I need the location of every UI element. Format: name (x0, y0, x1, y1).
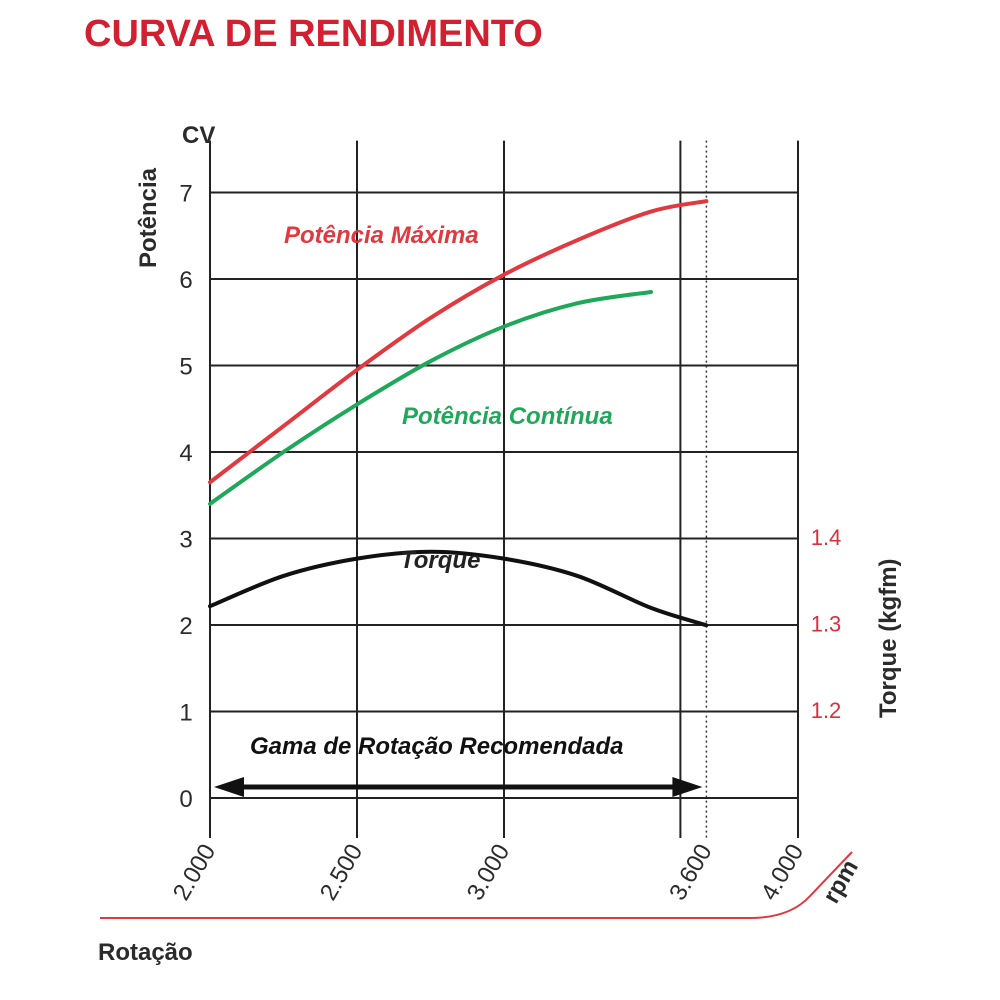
x-tick-label: 2.500 (315, 840, 368, 906)
y-axis-label: Potência (135, 167, 162, 268)
torque-curve (208, 549, 709, 628)
y-tick-label: 2 (179, 613, 192, 640)
torque-axis-label: Torque (kgfm) (875, 558, 902, 718)
recommended-range-label: Gama de Rotação Recomendada (250, 733, 623, 760)
x-axis-unit: rpm (818, 855, 864, 908)
y-tick-label: 7 (179, 181, 192, 208)
y-tick-label: 1 (179, 700, 192, 727)
y-tick-label: 4 (179, 440, 192, 467)
y-tick-label: 0 (179, 786, 192, 813)
page-title: CURVA DE RENDIMENTO (84, 13, 543, 55)
y-axis-unit: CV (182, 122, 215, 149)
y-tick-label: 3 (179, 527, 192, 554)
y-axis-ticks: 0 1 2 3 4 5 6 7 (179, 181, 192, 814)
chart-grid (100, 140, 853, 919)
x-axis-caption: Rotação (98, 939, 193, 966)
x-tick-label: 3.600 (664, 840, 717, 906)
max-power-curve (208, 199, 709, 485)
torque-tick-label: 1.4 (811, 525, 842, 550)
torque-label: Torque (400, 547, 480, 574)
chart-annotations: Gama de Rotação Recomendada (214, 733, 703, 797)
y-tick-label: 6 (179, 267, 192, 294)
x-tick-label: 2.000 (168, 840, 221, 906)
x-tick-label: 4.000 (756, 840, 809, 906)
x-tick-label: 3.000 (462, 840, 515, 906)
continuous-power-label: Potência Contínua (402, 403, 613, 430)
range-arrow-left-head (214, 777, 244, 797)
torque-axis-ticks: 1.2 1.3 1.4 (811, 525, 842, 723)
baseline-swoosh (100, 851, 853, 919)
x-axis-ticks: 2.000 2.500 3.000 3.600 4.000 (168, 840, 809, 906)
max-power-label: Potência Máxima (284, 222, 479, 249)
torque-tick-label: 1.2 (811, 698, 842, 723)
chart-curves: Potência Máxima Potência Contínua Torque (208, 199, 709, 628)
continuous-power-curve (208, 289, 653, 506)
torque-tick-label: 1.3 (811, 612, 842, 637)
y-tick-label: 5 (179, 354, 192, 381)
range-arrow-right-head (672, 777, 703, 797)
